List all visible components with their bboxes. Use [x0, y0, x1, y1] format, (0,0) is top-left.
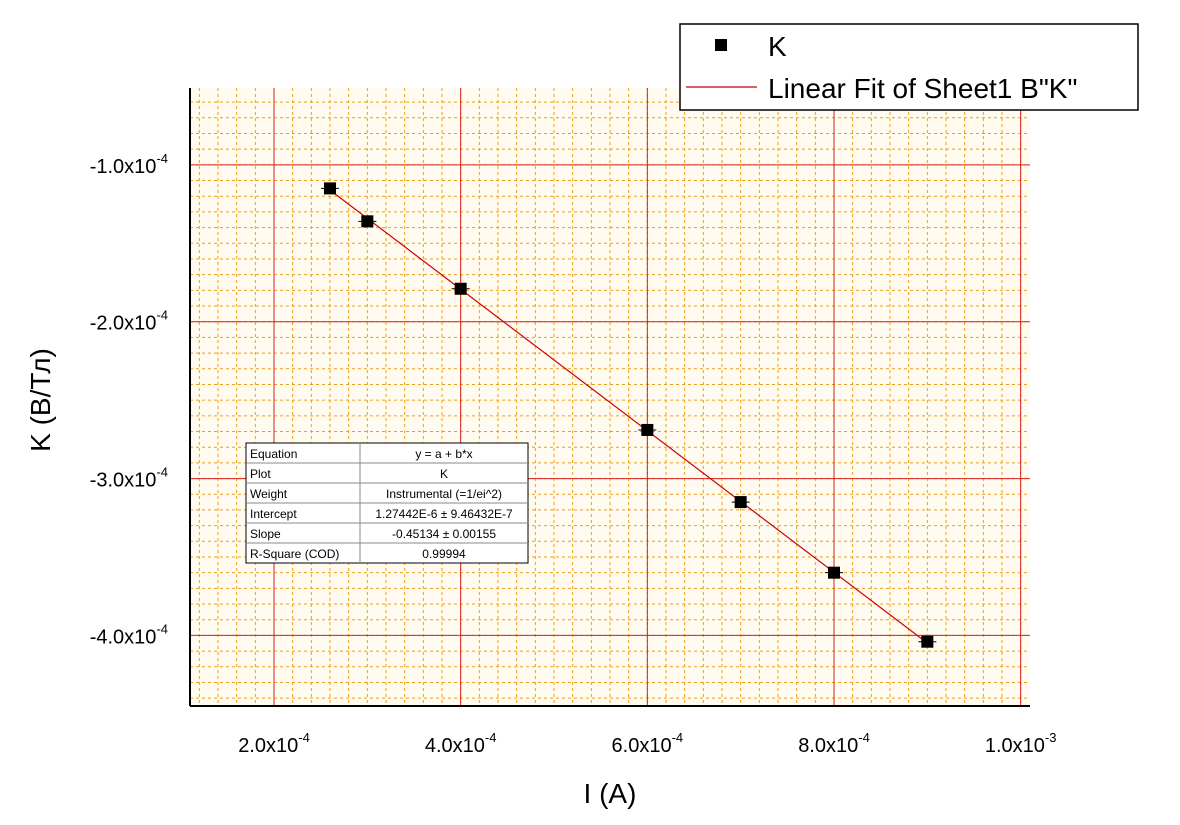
y-tick-label: -1.0x10-4: [90, 151, 168, 178]
stats-key: Intercept: [250, 507, 297, 521]
x-tick-label: 8.0x10-4: [798, 730, 870, 757]
stats-value: 1.27442E-6 ± 9.46432E-7: [375, 507, 513, 521]
stats-value: y = a + b*x: [415, 447, 472, 461]
legend-box: [679, 23, 1139, 111]
axes: [189, 88, 1030, 707]
legend-label-fit: Linear Fit of Sheet1 B"K": [768, 73, 1077, 104]
y-tick-label: -2.0x10-4: [90, 308, 168, 335]
stats-key: Plot: [250, 467, 271, 481]
y-tick-labels: -1.0x10-4 -2.0x10-4 -3.0x10-4 -4.0x10-4: [90, 151, 168, 649]
data-point: [361, 215, 374, 228]
x-axis-title: I (A): [584, 778, 637, 809]
data-point: [734, 496, 747, 509]
data-point: [454, 282, 467, 295]
y-tick-label: -3.0x10-4: [90, 465, 168, 492]
stats-key: Equation: [250, 447, 297, 461]
data-point: [324, 182, 336, 195]
stats-value: K: [440, 467, 448, 481]
x-tick-label: 1.0x10-3: [985, 730, 1057, 757]
fit-stats-table: Equation y = a + b*x Plot K Weight Instrument…: [245, 442, 529, 564]
x-tick-label: 6.0x10-4: [612, 730, 684, 757]
legend: K Linear Fit of Sheet1 B"K": [679, 23, 1139, 111]
series-layer: [321, 182, 937, 648]
linear-fit-line: [329, 189, 928, 644]
stats-value: -0.45134 ± 0.00155: [392, 527, 496, 541]
legend-label-k: K: [768, 31, 787, 62]
major-grid: [190, 88, 1030, 706]
data-point: [641, 423, 654, 436]
stats-value: Instrumental (=1/ei^2): [386, 487, 502, 501]
y-axis-title: K (В/Тл): [25, 348, 56, 452]
legend-marker-k: [715, 39, 727, 51]
stats-key: Slope: [250, 527, 281, 541]
stats-key: R-Square (COD): [250, 547, 339, 561]
y-tick-label: -4.0x10-4: [90, 621, 168, 648]
x-tick-label: 2.0x10-4: [238, 730, 310, 757]
data-point: [828, 566, 840, 579]
stats-key: Weight: [250, 487, 288, 501]
x-tick-labels: 2.0x10-4 4.0x10-4 6.0x10-4 8.0x10-4 1.0x10-3: [238, 730, 1056, 757]
stats-value: 0.99994: [422, 547, 466, 561]
x-tick-label: 4.0x10-4: [425, 730, 497, 757]
data-point: [921, 635, 934, 648]
